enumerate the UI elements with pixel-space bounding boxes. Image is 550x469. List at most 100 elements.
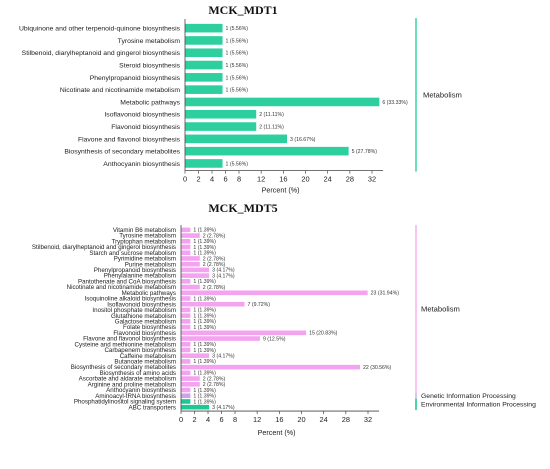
bar-8 <box>181 273 210 278</box>
bar-10 <box>185 146 349 156</box>
x-tick-label: 0 <box>179 415 183 424</box>
category-label: Tryptophan metabolism <box>112 238 176 245</box>
category-label: Anthocyanin biosynthesis <box>103 161 180 168</box>
category-label: Nicotinate and nicotinamide metabolism <box>60 87 180 94</box>
bar-3 <box>185 60 223 70</box>
category-label: Pyrimidine metabolism <box>114 256 176 263</box>
value-label: 1 (1.39%) <box>193 308 216 314</box>
group-label: Metabolism <box>423 90 462 99</box>
bar-7 <box>181 267 210 273</box>
category-label: Inositol phosphate metabolism <box>92 307 176 314</box>
category-label: Flavone and flavonol biosynthesis <box>83 336 176 343</box>
category-label: Tyrosine metabolism <box>119 233 176 240</box>
x-tick-label: 6 <box>223 175 227 184</box>
bar-25 <box>181 370 191 376</box>
bar-3 <box>181 244 191 250</box>
category-label: Pantothenate and CoA biosynthesis <box>78 278 176 285</box>
chart-title: MCK_MDT1 <box>208 3 277 17</box>
bar-4 <box>185 73 223 82</box>
category-label: Isoquinoline alkaloid biosynthesis <box>85 296 177 303</box>
x-tick-label: 4 <box>210 175 214 184</box>
x-axis-title: Percent (%) <box>258 428 296 437</box>
bar-9 <box>185 134 288 144</box>
bar-28 <box>181 387 191 393</box>
x-tick-label: 12 <box>253 415 261 424</box>
category-label: Metabolic pathways <box>122 290 176 297</box>
x-tick-label: 8 <box>233 415 237 424</box>
value-label: 1 (5.56%) <box>226 161 249 167</box>
bar-24 <box>181 364 361 370</box>
category-label: Flavonoid biosynthesis <box>111 124 180 131</box>
category-label: Caffeine metabolism <box>120 353 176 360</box>
category-label: Steroid biosynthesis <box>119 62 180 69</box>
category-label: Flavonoid biosynthesis <box>113 330 176 337</box>
x-tick-label: 12 <box>257 175 265 184</box>
category-label: Phenylpropanoid biosynthesis <box>94 267 176 274</box>
category-label: Butanoate metabolism <box>114 359 176 366</box>
category-label: Glutathione metabolism <box>111 313 176 320</box>
bar-31 <box>181 404 210 410</box>
value-label: 3 (4.17%) <box>212 405 235 411</box>
bar-7 <box>185 109 257 119</box>
value-label: 3 (4.17%) <box>212 268 235 274</box>
x-tick-label: 32 <box>368 175 376 184</box>
value-label: 1 (5.56%) <box>226 88 249 94</box>
value-label: 1 (5.56%) <box>226 51 249 57</box>
value-label: 1 (1.39%) <box>193 342 216 348</box>
group-label: Genetic Information Processing <box>421 393 516 400</box>
value-label: 1 (1.39%) <box>193 319 216 325</box>
bar-27 <box>181 382 200 387</box>
category-label: Ubiquinone and other terpenoid-quinone b… <box>19 26 181 33</box>
value-label: 1 (1.39%) <box>193 348 216 354</box>
x-tick-label: 2 <box>196 175 200 184</box>
x-tick-label: 20 <box>297 415 305 424</box>
bar-30 <box>181 399 191 404</box>
value-label: 1 (5.56%) <box>226 75 249 81</box>
category-label: Starch and sucrose metabolism <box>89 250 176 257</box>
value-label: 2 (2.78%) <box>203 285 226 291</box>
value-label: 2 (2.78%) <box>203 256 226 262</box>
category-label: Flavone and flavonol biosynthesis <box>78 136 181 143</box>
x-tick-label: 2 <box>192 415 196 424</box>
x-tick-label: 16 <box>275 415 283 424</box>
value-label: 1 (1.39%) <box>193 239 216 245</box>
bar-11 <box>185 159 223 168</box>
category-label: Arginine and proline metabolism <box>88 381 176 388</box>
bar-6 <box>181 261 200 267</box>
bar-23 <box>181 359 191 364</box>
category-label: Cysteine and methionine metabolism <box>75 341 176 348</box>
category-label: Metabolic pathways <box>120 99 180 106</box>
bar-9 <box>181 279 191 284</box>
value-label: 2 (2.78%) <box>203 262 226 268</box>
bar-29 <box>181 393 191 399</box>
value-label: 5 (27.78%) <box>352 149 378 155</box>
category-label: Isoflavonoid biosynthesis <box>104 112 180 119</box>
value-label: 2 (2.78%) <box>203 382 226 388</box>
category-label: Stilbenoid, diarylheptanoid and gingerol… <box>22 50 181 57</box>
group-label: Environmental Information Processing <box>421 402 536 409</box>
bar-6 <box>185 97 380 107</box>
category-label: ABC transporters <box>129 404 176 411</box>
category-label: Aminoacyl-tRNA biosynthesis <box>95 393 176 400</box>
bar-2 <box>185 48 223 58</box>
bar-11 <box>181 290 368 296</box>
value-label: 2 (2.78%) <box>203 233 226 239</box>
value-label: 1 (1.39%) <box>193 245 216 251</box>
x-tick-label: 28 <box>342 415 350 424</box>
bar-13 <box>181 301 245 307</box>
value-label: 1 (5.56%) <box>226 38 249 44</box>
bar-4 <box>181 250 191 256</box>
group-label: Metabolism <box>421 305 460 314</box>
value-label: 1 (5.56%) <box>226 63 249 69</box>
category-label: Nicotinate and nicotinamide metabolism <box>67 284 176 291</box>
bar-14 <box>181 307 191 313</box>
x-tick-label: 28 <box>346 175 354 184</box>
value-label: 3 (4.17%) <box>212 273 235 279</box>
value-label: 1 (1.39%) <box>193 371 216 377</box>
bar-17 <box>181 324 191 330</box>
category-label: Purine metabolism <box>125 261 176 268</box>
bar-12 <box>181 296 191 301</box>
value-label: 1 (1.39%) <box>193 296 216 302</box>
bar-2 <box>181 239 191 244</box>
